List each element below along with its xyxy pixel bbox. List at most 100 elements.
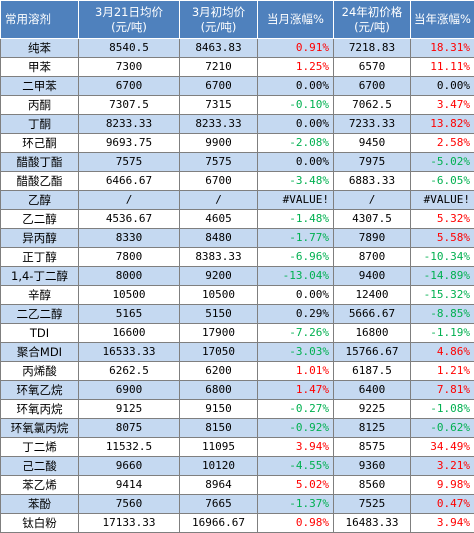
cell-month-start-price: 11095 bbox=[180, 438, 258, 457]
cell-ytd-change: 3.47% bbox=[411, 96, 474, 115]
cell-solvent-name: 乙二醇 bbox=[1, 210, 79, 229]
cell-month-change: 0.00% bbox=[258, 286, 334, 305]
cell-month-start-price: 7210 bbox=[180, 58, 258, 77]
cell-current-price: 10500 bbox=[79, 286, 180, 305]
cell-current-price: 16600 bbox=[79, 324, 180, 343]
cell-month-change: 1.01% bbox=[258, 362, 334, 381]
cell-solvent-name: 二乙二醇 bbox=[1, 305, 79, 324]
cell-year-start-price: 4307.5 bbox=[334, 210, 411, 229]
cell-solvent-name: 异丙醇 bbox=[1, 229, 79, 248]
cell-month-start-price: 17900 bbox=[180, 324, 258, 343]
cell-month-start-price: 8480 bbox=[180, 229, 258, 248]
cell-month-start-price: 6700 bbox=[180, 77, 258, 96]
cell-current-price: 8330 bbox=[79, 229, 180, 248]
cell-ytd-change: -0.62% bbox=[411, 419, 474, 438]
cell-current-price: 16533.33 bbox=[79, 343, 180, 362]
cell-current-price: 6466.67 bbox=[79, 172, 180, 191]
cell-ytd-change: 0.47% bbox=[411, 495, 474, 514]
cell-month-change: #VALUE! bbox=[258, 191, 334, 210]
cell-current-price: 6900 bbox=[79, 381, 180, 400]
cell-ytd-change: 5.32% bbox=[411, 210, 474, 229]
cell-month-start-price: 4605 bbox=[180, 210, 258, 229]
cell-current-price: 8075 bbox=[79, 419, 180, 438]
cell-current-price: 8233.33 bbox=[79, 115, 180, 134]
cell-solvent-name: 醋酸丁酯 bbox=[1, 153, 79, 172]
cell-month-change: 1.47% bbox=[258, 381, 334, 400]
header-solvent: 常用溶剂 bbox=[1, 1, 79, 39]
cell-solvent-name: TDI bbox=[1, 324, 79, 343]
cell-current-price: / bbox=[79, 191, 180, 210]
cell-month-change: -1.37% bbox=[258, 495, 334, 514]
cell-month-change: -3.48% bbox=[258, 172, 334, 191]
cell-month-start-price: 8383.33 bbox=[180, 248, 258, 267]
cell-month-change: 0.29% bbox=[258, 305, 334, 324]
cell-ytd-change: -15.32% bbox=[411, 286, 474, 305]
cell-month-change: -6.96% bbox=[258, 248, 334, 267]
cell-solvent-name: 正丁醇 bbox=[1, 248, 79, 267]
cell-month-change: 0.91% bbox=[258, 39, 334, 58]
cell-current-price: 11532.5 bbox=[79, 438, 180, 457]
cell-ytd-change: -6.05% bbox=[411, 172, 474, 191]
cell-ytd-change: -1.19% bbox=[411, 324, 474, 343]
cell-year-start-price: 6400 bbox=[334, 381, 411, 400]
cell-ytd-change: 11.11% bbox=[411, 58, 474, 77]
cell-solvent-name: 丙酮 bbox=[1, 96, 79, 115]
cell-solvent-name: 苯乙烯 bbox=[1, 476, 79, 495]
cell-ytd-change: 3.94% bbox=[411, 514, 474, 533]
table-header-row: 常用溶剂 3月21日均价(元/吨) 3月初均价(元/吨) 当月涨幅% 24年初价… bbox=[1, 1, 474, 39]
cell-month-change: -2.08% bbox=[258, 134, 334, 153]
cell-month-start-price: 9150 bbox=[180, 400, 258, 419]
header-month-start-price: 3月初均价(元/吨) bbox=[180, 1, 258, 39]
header-current-price: 3月21日均价(元/吨) bbox=[79, 1, 180, 39]
cell-month-change: -4.55% bbox=[258, 457, 334, 476]
cell-ytd-change: -14.89% bbox=[411, 267, 474, 286]
cell-year-start-price: 6700 bbox=[334, 77, 411, 96]
table-row: 乙醇//#VALUE!/#VALUE! bbox=[1, 191, 474, 210]
cell-month-change: 5.02% bbox=[258, 476, 334, 495]
cell-ytd-change: 13.82% bbox=[411, 115, 474, 134]
cell-ytd-change: 2.58% bbox=[411, 134, 474, 153]
cell-month-start-price: 7315 bbox=[180, 96, 258, 115]
header-year-start-price: 24年初价格(元/吨) bbox=[334, 1, 411, 39]
cell-month-change: -0.27% bbox=[258, 400, 334, 419]
cell-solvent-name: 乙醇 bbox=[1, 191, 79, 210]
cell-ytd-change: 3.21% bbox=[411, 457, 474, 476]
cell-month-start-price: 8150 bbox=[180, 419, 258, 438]
cell-month-start-price: 6200 bbox=[180, 362, 258, 381]
cell-year-start-price: 8700 bbox=[334, 248, 411, 267]
cell-year-start-price: / bbox=[334, 191, 411, 210]
cell-ytd-change: 9.98% bbox=[411, 476, 474, 495]
cell-solvent-name: 苯酚 bbox=[1, 495, 79, 514]
cell-ytd-change: -10.34% bbox=[411, 248, 474, 267]
cell-ytd-change: -8.85% bbox=[411, 305, 474, 324]
cell-solvent-name: 二甲苯 bbox=[1, 77, 79, 96]
cell-month-change: 0.00% bbox=[258, 115, 334, 134]
cell-year-start-price: 15766.67 bbox=[334, 343, 411, 362]
cell-solvent-name: 1,4-丁二醇 bbox=[1, 267, 79, 286]
cell-current-price: 7800 bbox=[79, 248, 180, 267]
cell-month-start-price: 7665 bbox=[180, 495, 258, 514]
header-month-change: 当月涨幅% bbox=[258, 1, 334, 39]
cell-month-start-price: 17050 bbox=[180, 343, 258, 362]
cell-solvent-name: 环氧乙烷 bbox=[1, 381, 79, 400]
cell-solvent-name: 环氧氯丙烷 bbox=[1, 419, 79, 438]
cell-ytd-change: -1.08% bbox=[411, 400, 474, 419]
cell-solvent-name: 丁二烯 bbox=[1, 438, 79, 457]
